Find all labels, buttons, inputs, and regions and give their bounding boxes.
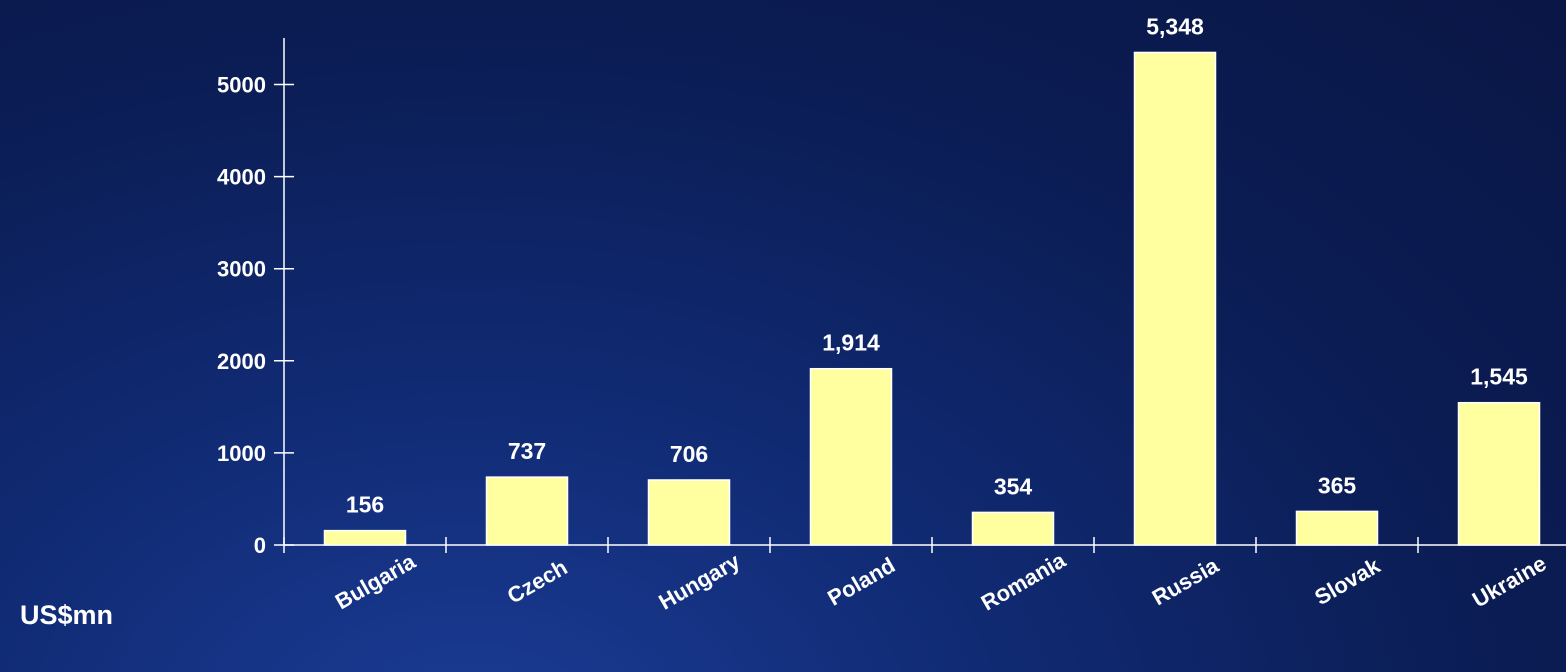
category-label-hungary: Hungary (654, 548, 744, 615)
data-label-czech: 737 (508, 438, 546, 464)
data-label-bulgaria: 156 (346, 492, 384, 518)
bar-russia (1135, 52, 1216, 545)
bar-bulgaria (325, 531, 406, 545)
y-tick-label: 2000 (217, 349, 266, 374)
y-tick-label: 0 (254, 533, 266, 558)
category-label-bulgaria: Bulgaria (331, 548, 420, 614)
y-tick-label: 5000 (217, 73, 266, 98)
y-axis: 0 1000 2000 3000 4000 5000 (217, 38, 294, 558)
category-label-czech: Czech (503, 554, 572, 608)
bar-czech (487, 477, 568, 545)
bar-ukraine (1459, 403, 1540, 545)
y-tick-label: 1000 (217, 441, 266, 466)
category-label-poland: Poland (823, 552, 899, 610)
bar-romania (973, 512, 1054, 545)
category-label-romania: Romania (977, 547, 1071, 615)
bar-hungary (649, 480, 730, 545)
data-label-romania: 354 (994, 473, 1033, 499)
data-label-ukraine: 1,545 (1470, 364, 1528, 390)
category-label-slovak: Slovak (1310, 553, 1385, 610)
data-label-slovak: 365 (1318, 472, 1357, 498)
data-label-poland: 1,914 (822, 330, 880, 356)
bar-poland (811, 369, 892, 545)
y-tick-label: 4000 (217, 165, 266, 190)
category-label-ukraine: Ukraine (1468, 550, 1550, 612)
category-label-russia: Russia (1148, 552, 1224, 610)
bar-slovak (1297, 511, 1378, 545)
data-label-hungary: 706 (670, 441, 708, 467)
y-tick-label: 3000 (217, 257, 266, 282)
unit-label: US$mn (20, 600, 113, 630)
bars (325, 52, 1540, 545)
x-axis: Bulgaria Czech Hungary Poland Romania Russia S… (284, 537, 1566, 616)
data-label-russia: 5,348 (1146, 13, 1204, 39)
data-labels: 156 737 706 1,914 354 5,348 365 1,545 (346, 13, 1528, 517)
